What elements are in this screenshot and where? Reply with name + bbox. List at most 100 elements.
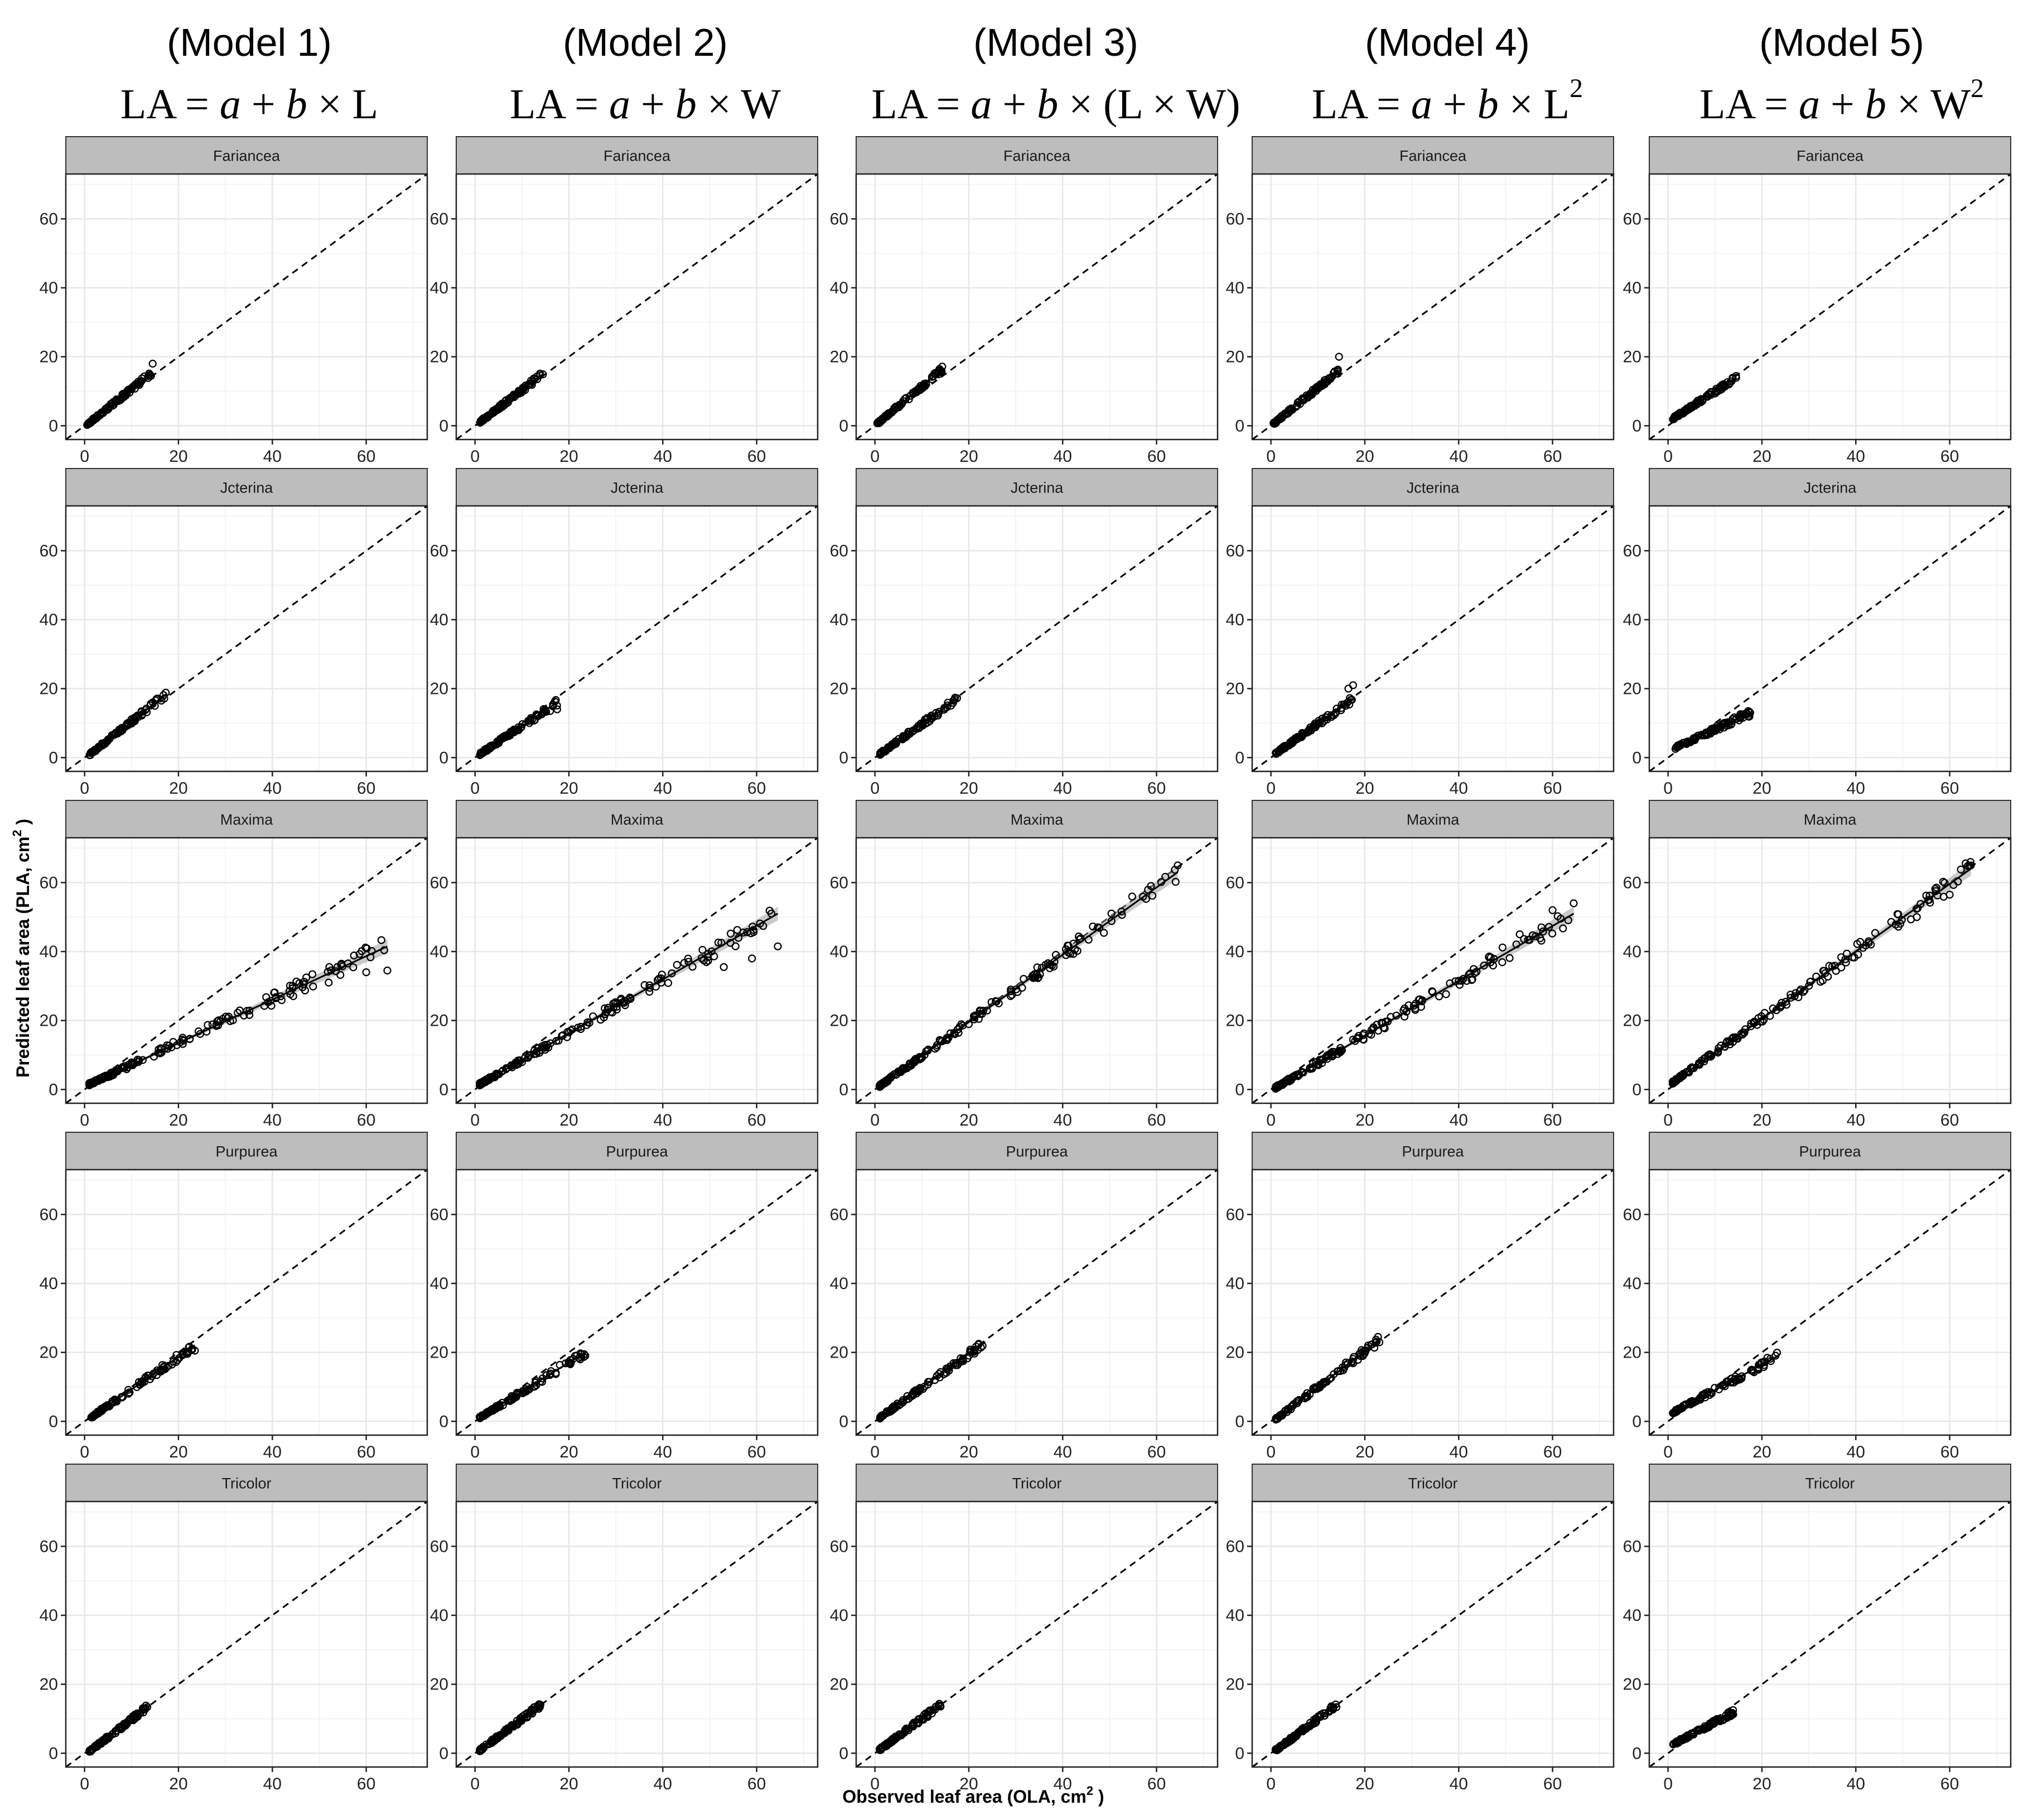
x-tick-label: 20 — [169, 1775, 187, 1793]
facet-strip — [1252, 1132, 1614, 1170]
plot-marks — [1649, 174, 2011, 440]
data-point — [377, 936, 385, 944]
panel-border — [1648, 505, 2012, 773]
x-tick-label: 20 — [1752, 1111, 1771, 1129]
data-point — [224, 1012, 233, 1021]
y-tick-label: 60 — [430, 1537, 448, 1556]
data-point — [978, 1341, 987, 1350]
data-point — [1545, 923, 1553, 931]
y-tick-label: 40 — [1623, 1606, 1641, 1625]
data-point — [1374, 1333, 1382, 1341]
y-tick-label: 60 — [1226, 542, 1244, 560]
data-point — [566, 1356, 574, 1364]
data-point — [1128, 892, 1137, 901]
x-tick-label: 40 — [1847, 1111, 1865, 1129]
facet-strip-label: Tricolor — [612, 1475, 661, 1492]
y-tick-label: 60 — [830, 873, 848, 892]
x-tick-label: 40 — [1054, 1775, 1072, 1793]
data-point — [1349, 1035, 1357, 1044]
x-tick-label: 0 — [80, 779, 89, 798]
x-tick-label: 40 — [1450, 1111, 1468, 1129]
data-point — [936, 1701, 944, 1710]
y-tick-label: 0 — [1235, 1080, 1244, 1099]
x-tick-label: 60 — [1940, 1111, 1959, 1129]
data-point — [1714, 1047, 1722, 1055]
data-point — [748, 954, 756, 963]
y-tick-label: 20 — [1226, 1012, 1244, 1030]
data-point — [1924, 896, 1933, 904]
data-point — [1298, 732, 1306, 740]
data-point — [108, 402, 117, 410]
data-point — [553, 705, 562, 713]
plot-marks — [1649, 838, 2011, 1103]
y-tick-label: 20 — [430, 348, 448, 366]
data-point — [182, 1348, 191, 1356]
data-point — [323, 968, 332, 976]
data-point — [1841, 955, 1850, 963]
model-formula-2: LA = a + b × W — [510, 81, 781, 128]
data-point — [957, 1020, 965, 1029]
x-tick-label: 40 — [263, 447, 282, 466]
data-point — [1912, 905, 1921, 913]
data-point — [698, 945, 707, 954]
data-point — [1148, 891, 1157, 900]
y-tick-label: 0 — [49, 1744, 58, 1763]
data-point — [146, 1375, 154, 1383]
facet-strip — [456, 1464, 818, 1502]
data-point — [1778, 998, 1786, 1007]
data-point — [1786, 993, 1795, 1002]
data-point — [1285, 1405, 1293, 1413]
data-point — [350, 951, 358, 960]
x-tick-label: 60 — [747, 1111, 766, 1129]
data-point — [1319, 1380, 1327, 1389]
y-tick-label: 40 — [40, 1275, 58, 1293]
data-point — [1297, 733, 1306, 741]
data-point — [1446, 979, 1454, 988]
data-point — [1539, 927, 1547, 936]
data-point — [302, 973, 311, 982]
data-point — [1687, 737, 1696, 745]
data-point — [1324, 374, 1332, 383]
data-point — [892, 403, 901, 412]
data-point — [1337, 701, 1346, 709]
data-point — [117, 1393, 125, 1401]
data-point — [524, 1053, 533, 1061]
data-point — [483, 746, 492, 755]
data-point — [1672, 1408, 1680, 1417]
data-point — [1298, 1068, 1306, 1077]
data-point — [1537, 923, 1546, 931]
data-point — [1171, 877, 1180, 886]
data-point — [552, 1037, 561, 1045]
data-point — [916, 383, 925, 392]
data-point — [523, 1386, 532, 1394]
y-tick-label: 60 — [830, 210, 848, 228]
data-point — [949, 696, 958, 705]
data-point — [521, 386, 529, 394]
data-point — [154, 1045, 163, 1054]
y-tick-label: 20 — [40, 1344, 58, 1362]
data-point — [163, 1045, 172, 1053]
data-point — [987, 998, 996, 1006]
facet-strip — [65, 468, 428, 506]
data-point — [124, 1385, 133, 1394]
data-point — [626, 995, 635, 1003]
y-tick-label: 60 — [1623, 210, 1641, 228]
x-tick-label: 40 — [1847, 1775, 1865, 1793]
data-point — [904, 1726, 912, 1735]
y-tick-label: 60 — [40, 210, 58, 228]
data-point — [1311, 719, 1320, 728]
data-point — [717, 939, 726, 947]
data-point — [1489, 961, 1497, 970]
data-point — [901, 1727, 909, 1735]
data-point — [1051, 950, 1060, 959]
data-point — [1339, 1366, 1348, 1374]
data-point — [1913, 913, 1921, 921]
model-title-2: (Model 2) — [563, 21, 728, 64]
model-title-5: (Model 5) — [1759, 21, 1924, 64]
x-tick-label: 20 — [1752, 779, 1771, 798]
data-point — [1737, 1029, 1746, 1038]
data-point — [1706, 1722, 1714, 1730]
plot-marks — [1252, 1170, 1614, 1435]
y-tick-label: 40 — [1226, 279, 1244, 297]
data-point — [102, 1734, 110, 1742]
